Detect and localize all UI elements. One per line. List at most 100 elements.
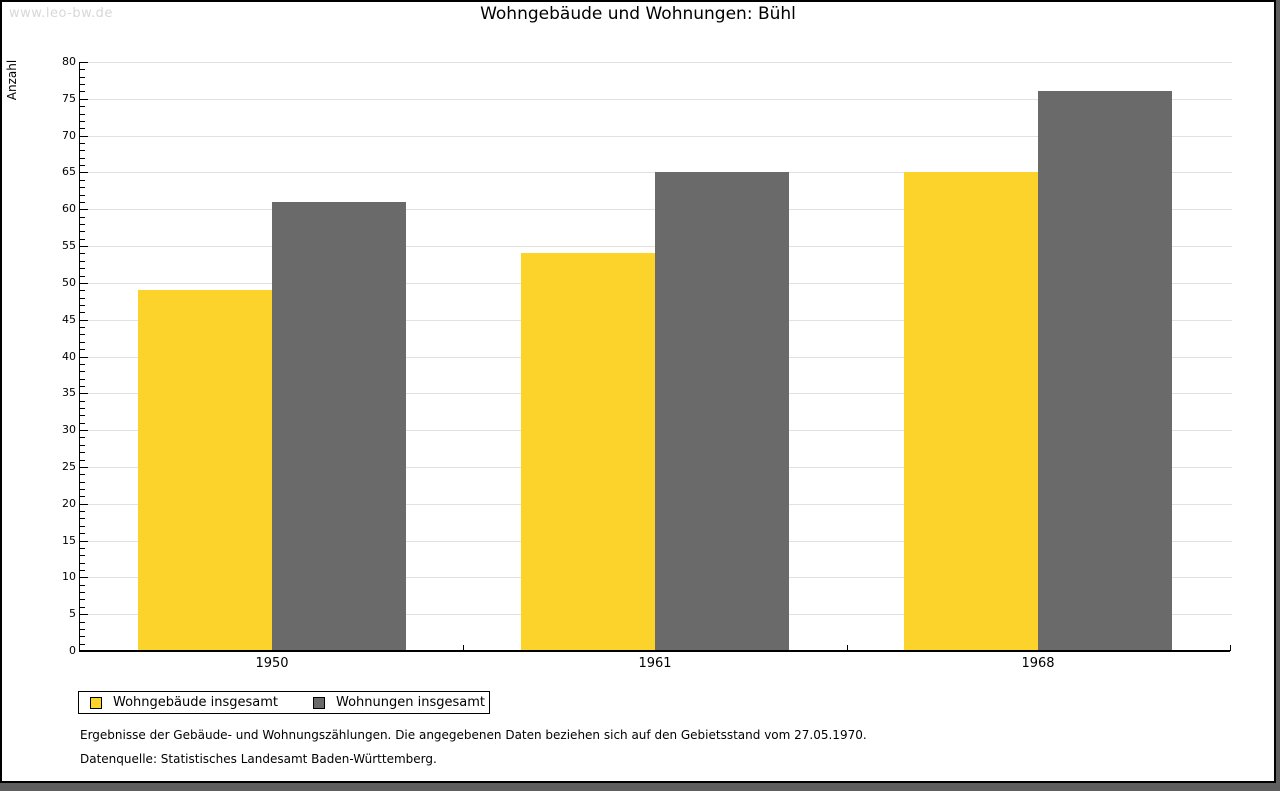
y-axis-minor-tick: [80, 644, 85, 645]
y-axis-major-tick: [80, 577, 88, 578]
y-axis-minor-tick: [80, 533, 85, 534]
y-axis-minor-tick: [80, 305, 85, 306]
y-axis-minor-tick: [80, 202, 85, 203]
y-tick-label-45: 45: [62, 313, 76, 326]
gridline: [80, 62, 1232, 63]
y-axis-minor-tick: [80, 548, 85, 549]
y-axis-minor-tick: [80, 143, 85, 144]
y-axis-major-tick: [80, 136, 88, 137]
bar-wohngebaeude-1961: [521, 253, 655, 651]
y-axis-minor-tick: [80, 629, 85, 630]
bar-wohngebaeude-1968: [904, 172, 1038, 651]
y-axis-minor-tick: [80, 555, 85, 556]
gridline: [80, 99, 1232, 100]
y-tick-label-10: 10: [62, 570, 76, 583]
y-tick-label-65: 65: [62, 165, 76, 178]
y-axis-minor-tick: [80, 69, 85, 70]
y-axis-minor-tick: [80, 261, 85, 262]
y-axis-major-tick: [80, 393, 88, 394]
bar-wohngebaeude-1950: [138, 290, 272, 651]
bar-wohnungen-1968: [1038, 91, 1172, 651]
y-axis-minor-tick: [80, 239, 85, 240]
y-tick-label-40: 40: [62, 350, 76, 363]
legend: Wohngebäude insgesamt Wohnungen insgesam…: [78, 691, 490, 714]
x-tick-label-1950: 1950: [255, 656, 289, 671]
x-tick-label-1968: 1968: [1021, 656, 1055, 671]
y-axis-major-tick: [80, 614, 88, 615]
y-axis-minor-tick: [80, 445, 85, 446]
y-axis-minor-tick: [80, 636, 85, 637]
y-tick-label-25: 25: [62, 460, 76, 473]
legend-label-wohnungen: Wohnungen insgesamt: [336, 695, 485, 710]
y-axis-major-tick: [80, 320, 88, 321]
y-axis-minor-tick: [80, 496, 85, 497]
y-axis-minor-tick: [80, 276, 85, 277]
y-axis-minor-tick: [80, 592, 85, 593]
y-axis-minor-tick: [80, 371, 85, 372]
y-axis-major-tick: [80, 504, 88, 505]
bar-wohnungen-1950: [272, 202, 406, 651]
y-axis-minor-tick: [80, 165, 85, 166]
y-axis-minor-tick: [80, 106, 85, 107]
y-axis-major-tick: [80, 246, 88, 247]
y-tick-label-15: 15: [62, 534, 76, 547]
footnote-datenquelle: Datenquelle: Statistisches Landesamt Bad…: [80, 752, 437, 766]
watermark: www.leo-bw.de: [9, 6, 113, 21]
y-axis-minor-tick: [80, 187, 85, 188]
y-axis-minor-tick: [80, 327, 85, 328]
y-axis-minor-tick: [80, 290, 85, 291]
y-axis-minor-tick: [80, 452, 85, 453]
y-axis-minor-tick: [80, 474, 85, 475]
y-axis-minor-tick: [80, 253, 85, 254]
y-axis-minor-tick: [80, 489, 85, 490]
y-axis-minor-tick: [80, 114, 85, 115]
y-axis-major-tick: [80, 172, 88, 173]
y-axis-major-tick: [80, 209, 88, 210]
y-axis-minor-tick: [80, 563, 85, 564]
y-axis-minor-tick: [80, 158, 85, 159]
y-axis-major-tick: [80, 541, 88, 542]
y-axis-minor-tick: [80, 423, 85, 424]
y-axis-major-tick: [80, 651, 88, 652]
y-axis-minor-tick: [80, 312, 85, 313]
y-axis-minor-tick: [80, 518, 85, 519]
y-axis-major-tick: [80, 62, 88, 63]
x-axis-tick: [847, 645, 848, 651]
legend-swatch-wohnungen-icon: [313, 696, 325, 709]
y-axis-minor-tick: [80, 334, 85, 335]
y-tick-label-50: 50: [62, 276, 76, 289]
y-axis-minor-tick: [80, 386, 85, 387]
legend-label-wohngebaeude: Wohngebäude insgesamt: [113, 695, 278, 710]
y-axis-minor-tick: [80, 415, 85, 416]
legend-item-wohngebaeude: Wohngebäude insgesamt: [90, 695, 278, 710]
y-axis-major-tick: [80, 430, 88, 431]
y-axis-major-tick: [80, 99, 88, 100]
x-axis-end-tick: [1230, 645, 1231, 651]
y-axis-minor-tick: [80, 342, 85, 343]
y-axis-minor-tick: [80, 224, 85, 225]
y-axis-minor-tick: [80, 607, 85, 608]
y-axis-minor-tick: [80, 437, 85, 438]
y-axis-minor-tick: [80, 128, 85, 129]
y-axis-minor-tick: [80, 91, 85, 92]
y-tick-label-0: 0: [69, 644, 76, 657]
y-axis-minor-tick: [80, 217, 85, 218]
x-axis-line: [79, 650, 1230, 652]
y-axis-minor-tick: [80, 622, 85, 623]
chart-title: Wohngebäude und Wohnungen: Bühl: [480, 4, 796, 24]
y-axis-minor-tick: [80, 585, 85, 586]
y-axis-minor-tick: [80, 408, 85, 409]
y-axis-minor-tick: [80, 268, 85, 269]
gridline: [80, 136, 1232, 137]
y-axis-minor-tick: [80, 570, 85, 571]
y-axis-minor-tick: [80, 150, 85, 151]
y-axis-minor-tick: [80, 526, 85, 527]
y-tick-label-80: 80: [62, 55, 76, 68]
y-axis-minor-tick: [80, 195, 85, 196]
y-axis-minor-tick: [80, 121, 85, 122]
y-axis-major-tick: [80, 467, 88, 468]
y-axis-minor-tick: [80, 231, 85, 232]
legend-swatch-wohngebaeude-icon: [90, 696, 102, 709]
y-axis-line: [79, 62, 80, 652]
